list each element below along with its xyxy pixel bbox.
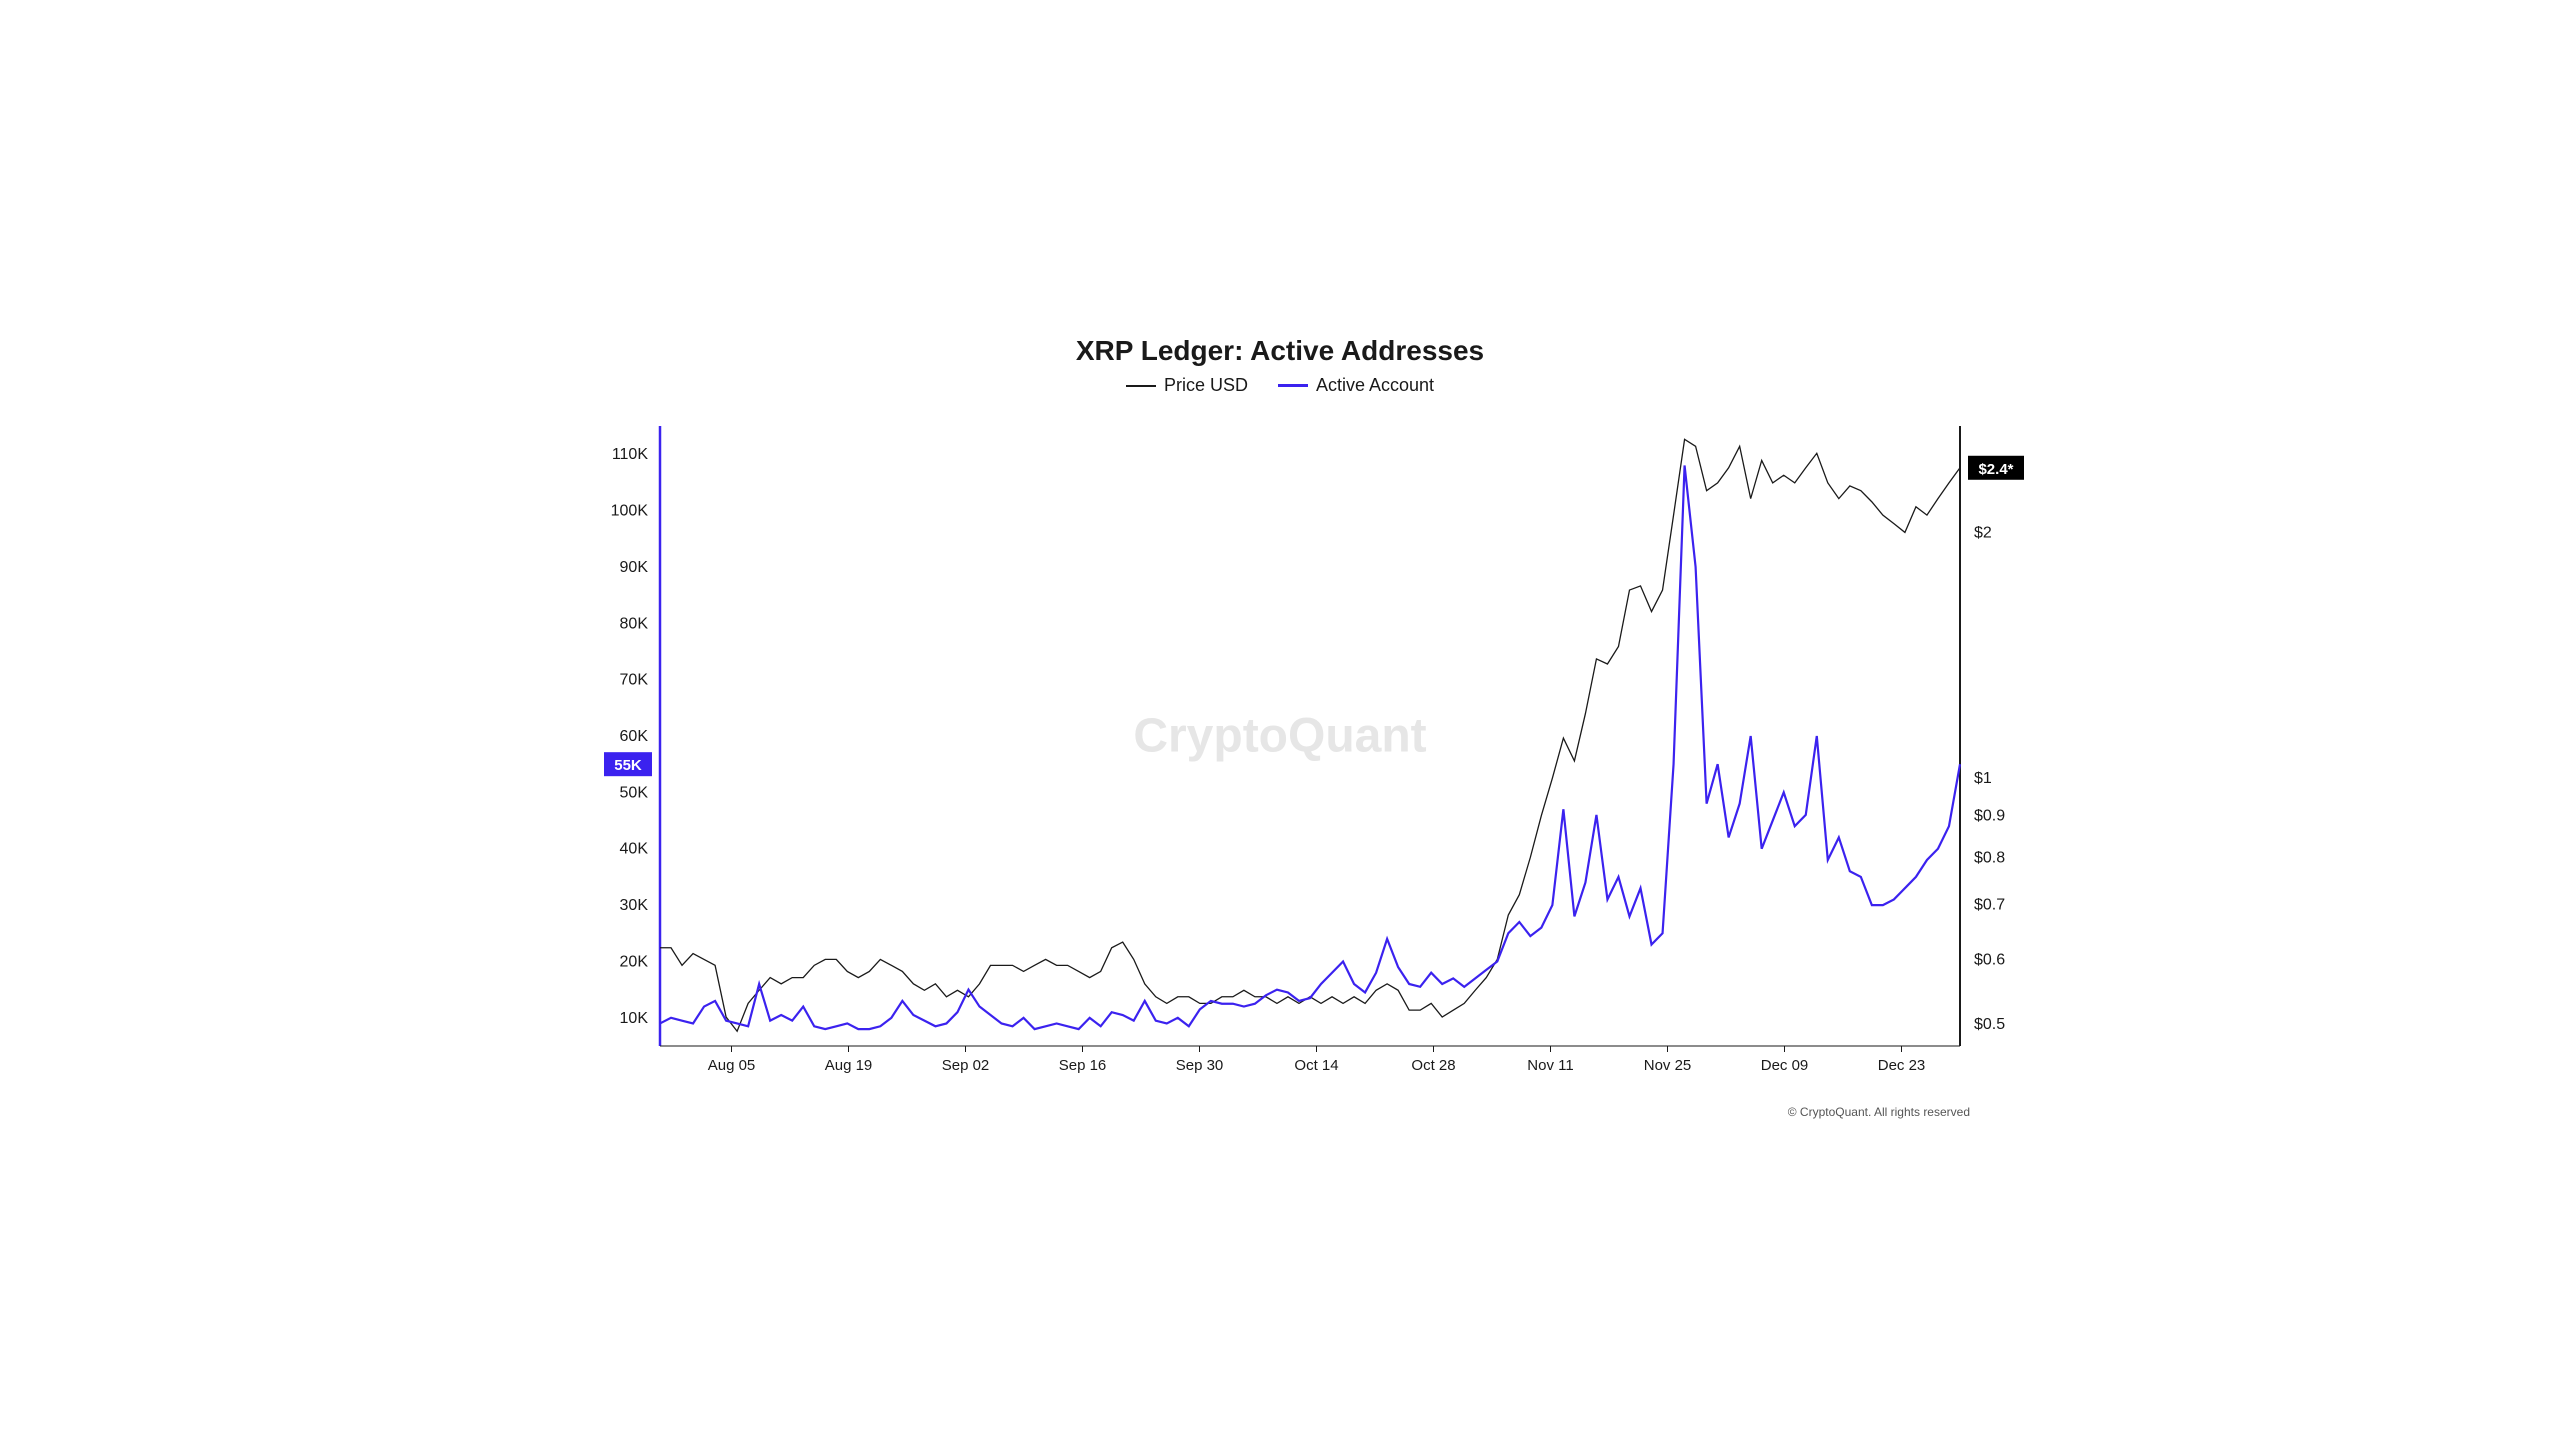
svg-text:Aug 05: Aug 05 (708, 1057, 756, 1074)
svg-text:$0.6: $0.6 (1974, 951, 2005, 968)
legend: Price USD Active Account (590, 375, 1970, 396)
svg-text:30K: 30K (620, 897, 649, 914)
svg-text:60K: 60K (620, 728, 649, 745)
svg-text:Sep 30: Sep 30 (1176, 1057, 1224, 1074)
svg-text:$0.9: $0.9 (1974, 808, 2005, 825)
svg-text:$2: $2 (1974, 524, 1992, 541)
copyright: © CryptoQuant. All rights reserved (1788, 1105, 1970, 1119)
legend-item-active: Active Account (1278, 375, 1434, 396)
legend-label-active: Active Account (1316, 375, 1434, 396)
svg-text:$2.4*: $2.4* (1978, 461, 2013, 478)
legend-swatch-price (1126, 385, 1156, 387)
chart-title: XRP Ledger: Active Addresses (590, 335, 1970, 367)
svg-text:40K: 40K (620, 841, 649, 858)
svg-text:10K: 10K (620, 1010, 649, 1027)
svg-text:Sep 16: Sep 16 (1059, 1057, 1107, 1074)
svg-text:70K: 70K (620, 672, 649, 689)
chart-plot-area: CryptoQuant 10K20K30K40K50K60K70K80K90K1… (590, 416, 1970, 1056)
svg-text:100K: 100K (611, 503, 649, 520)
svg-text:50K: 50K (620, 784, 649, 801)
svg-text:Dec 09: Dec 09 (1761, 1057, 1809, 1074)
svg-text:Sep 02: Sep 02 (942, 1057, 990, 1074)
svg-text:20K: 20K (620, 953, 649, 970)
svg-text:80K: 80K (620, 615, 649, 632)
chart-svg: 10K 20K 30K 40K 50K 60K 70K 80K 90K 100K 110K $0.5 $… (590, 416, 2040, 1086)
svg-text:110K: 110K (612, 446, 649, 463)
svg-text:$0.7: $0.7 (1974, 897, 2005, 914)
chart-container: XRP Ledger: Active Addresses Price USD A… (550, 315, 2010, 1125)
svg-text:Nov 11: Nov 11 (1527, 1057, 1573, 1074)
legend-swatch-active (1278, 384, 1308, 387)
legend-item-price: Price USD (1126, 375, 1248, 396)
svg-text:Aug 19: Aug 19 (825, 1057, 873, 1074)
svg-text:$0.8: $0.8 (1974, 849, 2005, 866)
legend-label-price: Price USD (1164, 375, 1248, 396)
svg-text:$0.5: $0.5 (1974, 1016, 2005, 1033)
svg-text:Oct 14: Oct 14 (1294, 1057, 1338, 1074)
svg-text:$1: $1 (1974, 770, 1992, 787)
svg-text:Dec 23: Dec 23 (1878, 1057, 1926, 1074)
svg-text:Nov 25: Nov 25 (1644, 1057, 1692, 1074)
svg-text:90K: 90K (620, 559, 649, 576)
svg-text:Oct 28: Oct 28 (1411, 1057, 1455, 1074)
svg-text:55K: 55K (614, 757, 642, 774)
